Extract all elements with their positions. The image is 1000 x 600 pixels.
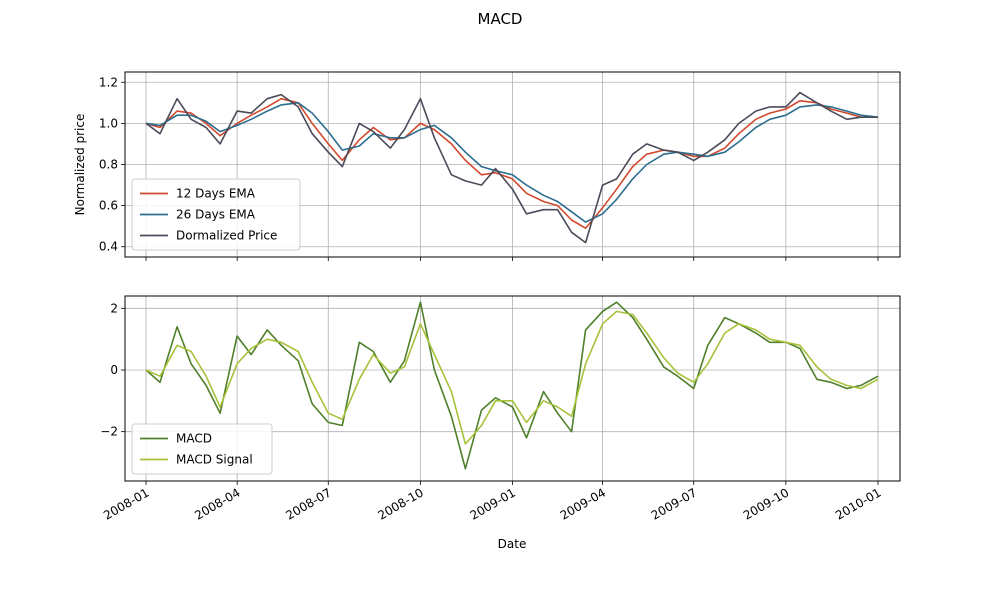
x-tick-label: 2008-10: [375, 485, 425, 522]
price-panel: 0.4 0.6 0.8 1.0 1.2 Normalized price 12 Days…: [73, 71, 901, 261]
macd-panel: −2 0 2 2008-01 2008-04 2008-07 2008-10 2009-01…: [100, 295, 901, 551]
macd-series-line-2: [145, 310, 879, 445]
price-series-line-1: [145, 97, 878, 229]
x-tick-label: 2008-07: [283, 485, 333, 522]
price-series-line-3: [145, 91, 878, 244]
macd-y-tick-label: 2: [110, 301, 118, 315]
price-series-line-2: [145, 102, 879, 223]
price-y-tick-label: 0.4: [99, 240, 118, 254]
price-legend-label: 12 Days EMA: [176, 187, 256, 201]
figure-title: MACD: [478, 10, 523, 28]
x-tick-label: 2008-01: [101, 485, 151, 522]
macd-legend-box: [131, 423, 273, 475]
price-y-tick-label: 1.2: [99, 75, 118, 89]
macd-y-tick-label: −2: [100, 425, 118, 439]
price-legend: 12 Days EMA 26 Days EMA Dormalized Price: [131, 178, 301, 251]
macd-legend: MACD MACD Signal: [131, 423, 273, 475]
macd-legend-label: MACD: [176, 432, 212, 446]
macd-legend-label: MACD Signal: [176, 453, 253, 467]
x-tick-label: 2009-01: [468, 485, 518, 522]
price-legend-label: Dormalized Price: [176, 229, 277, 243]
price-legend-box: [131, 178, 301, 251]
price-y-tick-label: 0.6: [99, 199, 118, 213]
x-axis-label: Date: [498, 537, 527, 551]
x-tick-label: 2008-04: [192, 485, 242, 522]
price-y-tick-label: 1.0: [99, 116, 118, 130]
x-tick-label: 2009-10: [741, 485, 791, 522]
price-y-axis-label: Normalized price: [73, 114, 87, 216]
price-legend-label: 26 Days EMA: [176, 208, 256, 222]
x-tick-label: 2009-04: [558, 485, 608, 522]
macd-y-tick-label: 0: [110, 363, 118, 377]
x-tick-label: 2009-07: [649, 485, 699, 522]
macd-series-line-1: [145, 301, 879, 470]
price-y-tick-label: 0.8: [99, 158, 118, 172]
x-tick-label: 2010-01: [833, 485, 883, 522]
